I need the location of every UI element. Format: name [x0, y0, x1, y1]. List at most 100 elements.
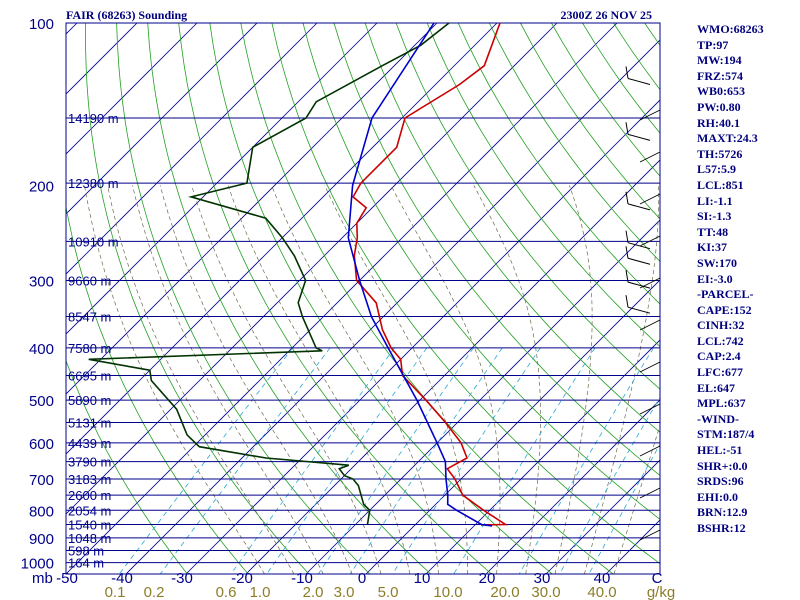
mixing-ratio-label: 5.0	[378, 584, 399, 600]
moist-adiabat-line	[554, 185, 593, 574]
pressure-tick-label: 100	[29, 16, 54, 33]
dry-adiabat-line	[85, 23, 310, 574]
mixing-ratio-line	[559, 396, 660, 574]
isotherm-line	[485, 399, 660, 574]
temperature-tick-label: 10	[414, 570, 431, 587]
mixing-ratio-label: 1.0	[250, 584, 271, 600]
pressure-tick-label: 1000	[21, 556, 54, 573]
dry-adiabat-line	[302, 23, 660, 520]
temperature-tick-label: -40	[111, 570, 133, 587]
wind-barb-staff	[639, 319, 661, 331]
height-label: 8547 m	[68, 310, 111, 325]
mixing-ratio-line	[266, 347, 428, 574]
moist-adiabat-line	[132, 185, 324, 574]
isotherm-line	[305, 219, 660, 574]
sounding-index-item: RH:40.1	[697, 115, 740, 130]
height-label: 164 m	[68, 556, 104, 571]
sounding-index-item: MPL:637	[697, 396, 746, 411]
wind-barb	[625, 295, 651, 314]
mixing-ratio-line	[159, 347, 331, 574]
wind-barb	[625, 230, 651, 250]
temperature-tick-label: 40	[594, 570, 611, 587]
sounding-index-item: CAPE:152	[697, 302, 752, 317]
wind-barb-feather	[625, 122, 629, 135]
isotherm-line	[425, 339, 660, 574]
height-label: 7580 m	[68, 341, 111, 356]
wind-barb-feather	[625, 191, 629, 204]
mixing-ratio-label: 3.0	[334, 584, 355, 600]
wind-barb-staff	[639, 151, 661, 163]
height-label: 1048 m	[68, 531, 111, 546]
background-lines	[66, 23, 660, 574]
mixing-ratio-line	[230, 347, 395, 574]
pressure-tick-label: 200	[29, 178, 54, 195]
sounding-index-item: SI:-1.3	[697, 209, 732, 224]
sounding-index-item: WB0:653	[697, 84, 745, 99]
wind-barb-staff	[639, 529, 661, 541]
temperature-tick-label: 30	[534, 570, 551, 587]
plot-frame	[65, 22, 661, 575]
wind-barb-staff	[639, 403, 661, 415]
mixing-ratio-label: 2.0	[303, 584, 324, 600]
valid-time: 2300Z 26 NOV 25	[561, 8, 652, 22]
temperature-tick-label: 0	[358, 570, 366, 587]
isotherm-line	[125, 39, 660, 574]
sounding-index-item: PW:0.80	[697, 99, 741, 114]
wind-barb	[625, 246, 651, 265]
height-label: 14190 m	[68, 111, 119, 126]
mixing-ratio-line	[392, 347, 541, 574]
sounding-index-item: SW:170	[697, 255, 738, 270]
sounding-index-item: CINH:32	[697, 318, 745, 333]
wind-barb-staff	[639, 109, 661, 121]
dry-adiabat-line	[333, 23, 660, 477]
mixing-ratio-line	[118, 347, 294, 574]
pressure-tick-label: 900	[29, 531, 54, 548]
sounding-index-item: BRN:12.9	[697, 505, 748, 520]
dry-adiabat-line	[271, 23, 660, 565]
sounding-index-item: -PARCEL-	[697, 287, 754, 302]
mixing-ratio-label: g/kg	[647, 584, 675, 600]
moist-adiabat-line	[191, 185, 382, 574]
height-label: 3790 m	[68, 455, 111, 470]
wind-barb-staff	[627, 203, 651, 211]
isotherm-line	[66, 23, 198, 155]
moist-adiabat-line	[390, 185, 501, 574]
sounding-index-item: MAXT:24.3	[697, 131, 758, 146]
wind-barb-staff	[639, 445, 661, 457]
sounding-index-item: EL:647	[697, 380, 736, 395]
pressure-tick-label: 800	[29, 503, 54, 520]
sounding-index-item: WMO:68263	[697, 22, 764, 36]
moist-adiabat-line	[84, 185, 265, 574]
wind-barb-staff	[639, 487, 661, 499]
sounding-index-item: SHR+:0.0	[697, 458, 748, 473]
mixing-ratio-label: 0.2	[144, 584, 165, 600]
isotherm-line	[245, 159, 660, 574]
dry-adiabat-line	[240, 23, 614, 574]
dry-adiabat-line	[426, 23, 660, 348]
wind-barb-staff	[627, 306, 651, 314]
height-label: 6695 m	[68, 368, 111, 383]
isotherm-line	[66, 23, 498, 455]
sounding-index-item: STM:187/4	[697, 427, 755, 442]
mixing-ratio-line	[317, 347, 474, 574]
pressure-tick-label: 700	[29, 472, 54, 489]
sounding-index-item: SRDS:96	[697, 474, 744, 489]
height-label: 2054 m	[68, 503, 111, 518]
wind-barb-staff	[639, 277, 661, 289]
height-label: 598 m	[68, 544, 104, 559]
height-label: 1540 m	[68, 517, 111, 532]
height-label: 9660 m	[68, 273, 111, 288]
mixing-ratio-label: 10.0	[433, 584, 462, 600]
wind-barb-staff	[627, 242, 651, 250]
pressure-tick-label: 400	[29, 341, 54, 358]
sounding-index-item: TH:5726	[697, 146, 743, 161]
sounding-index-item: LFC:677	[697, 365, 743, 380]
isotherm-line	[66, 23, 78, 35]
mixing-ratio-label: 20.0	[490, 584, 519, 600]
mixing-ratio-label: 0.6	[216, 584, 237, 600]
sounding-index-item: CAP:2.4	[697, 349, 741, 364]
wind-barb	[625, 270, 651, 289]
height-label: 10910 m	[68, 234, 119, 249]
dry-adiabat-line	[147, 23, 431, 574]
